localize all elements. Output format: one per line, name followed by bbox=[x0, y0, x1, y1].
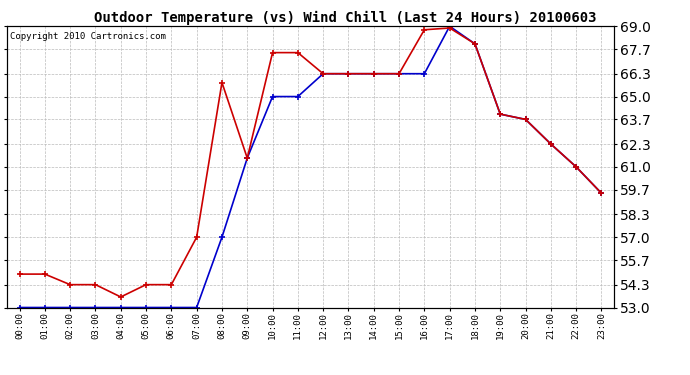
Text: Copyright 2010 Cartronics.com: Copyright 2010 Cartronics.com bbox=[10, 32, 166, 41]
Text: Outdoor Temperature (vs) Wind Chill (Last 24 Hours) 20100603: Outdoor Temperature (vs) Wind Chill (Las… bbox=[94, 11, 596, 26]
